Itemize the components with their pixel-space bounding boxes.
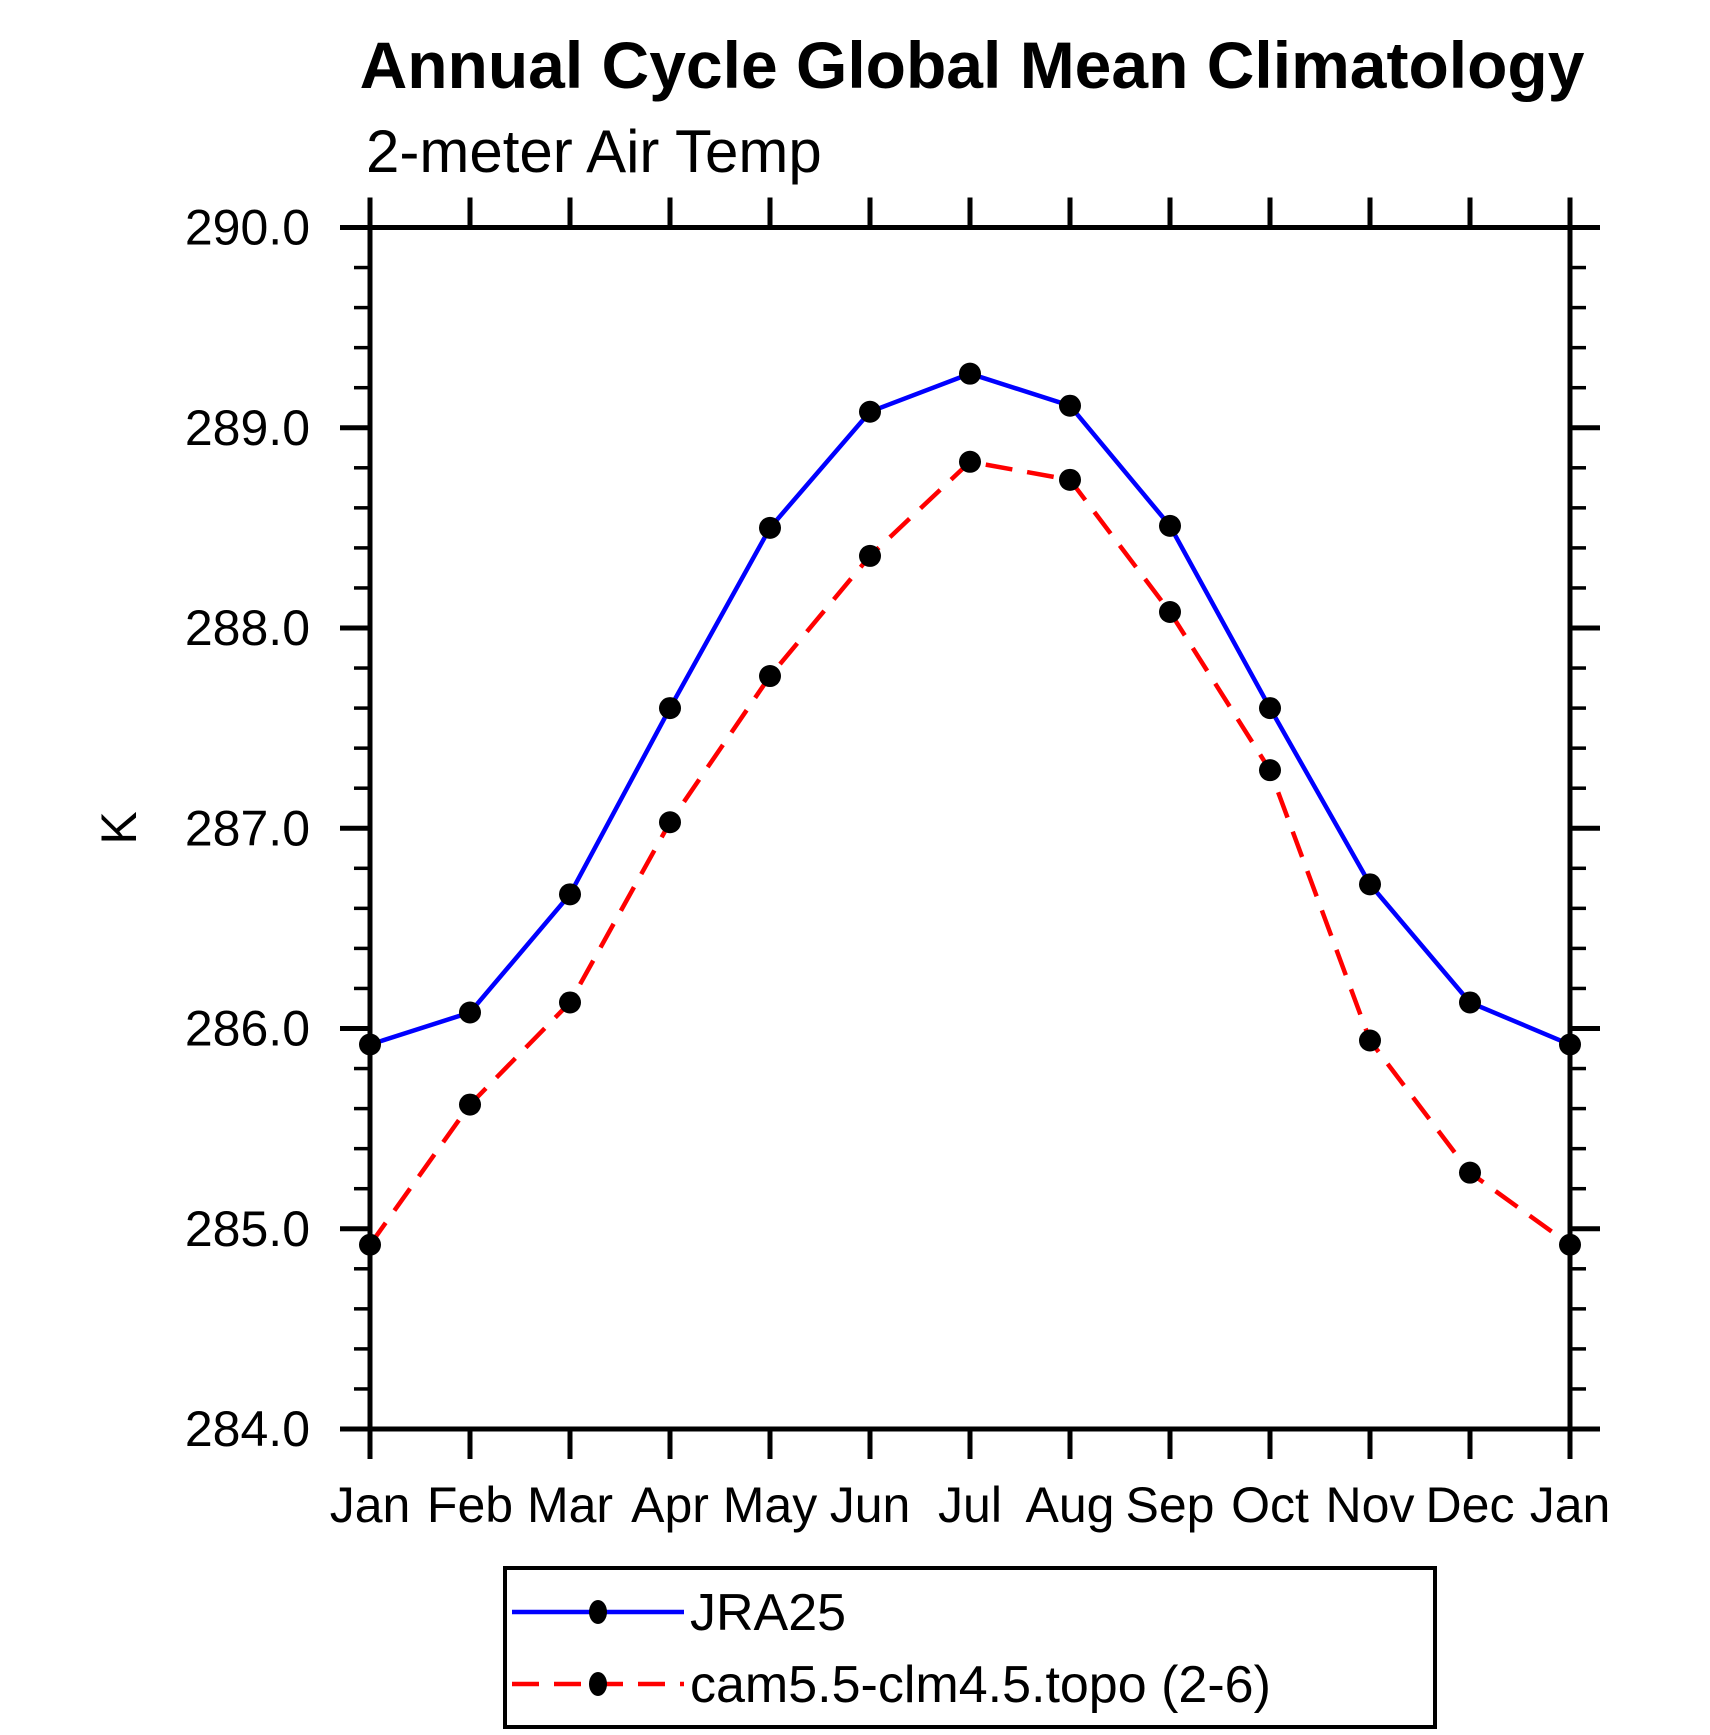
- x-tick-label: Jan: [1530, 1477, 1611, 1533]
- x-tick-label: May: [723, 1477, 817, 1533]
- data-point-marker: [1359, 1029, 1381, 1052]
- data-point-marker: [759, 516, 781, 539]
- data-point-marker: [1059, 468, 1081, 491]
- y-tick-label: 289.0: [185, 400, 310, 456]
- data-point-marker: [1059, 394, 1081, 417]
- data-point-marker: [659, 811, 681, 834]
- series-line-jra25: [369, 371, 1571, 1047]
- data-point-marker: [1259, 759, 1281, 782]
- data-point-marker: [959, 362, 981, 385]
- legend-box: [503, 1566, 1437, 1729]
- x-tick-label: Feb: [427, 1477, 513, 1533]
- x-tick-label: Dec: [1426, 1477, 1515, 1533]
- legend-marker-dot: [589, 1672, 607, 1696]
- y-axis-title: K: [91, 811, 147, 844]
- y-tick-label: 285.0: [185, 1201, 310, 1257]
- data-point-marker: [459, 1093, 481, 1116]
- y-tick-labels: 290.0 289.0 288.0 287.0 286.0 285.0 284.0: [185, 200, 310, 1458]
- data-point-marker: [1459, 991, 1481, 1014]
- y-tick-label: 287.0: [185, 800, 310, 856]
- data-point-marker: [1359, 873, 1381, 896]
- chart-subtitle: 2-meter Air Temp: [366, 118, 822, 185]
- x-tick-label: Nov: [1326, 1477, 1415, 1533]
- x-tick-label: Aug: [1026, 1477, 1115, 1533]
- data-point-marker: [859, 400, 881, 423]
- y-tick-label: 288.0: [185, 600, 310, 656]
- axis-ticks: [340, 197, 1600, 1459]
- y-tick-label: 284.0: [185, 1401, 310, 1457]
- y-tick-label: 290.0: [185, 200, 310, 256]
- data-point-marker: [859, 544, 881, 567]
- data-point-marker: [959, 450, 981, 473]
- x-tick-label: Apr: [631, 1477, 709, 1533]
- series-line-cam: [368, 459, 1572, 1247]
- data-point-marker: [359, 1233, 381, 1256]
- data-point-marker: [559, 883, 581, 906]
- x-tick-label: Jun: [830, 1477, 911, 1533]
- data-point-marker: [1459, 1161, 1481, 1184]
- series-layer: [359, 362, 1581, 1256]
- data-point-marker: [1559, 1233, 1581, 1256]
- data-point-marker: [1159, 514, 1181, 537]
- plot-frame: [367, 225, 1573, 1432]
- data-point-marker: [759, 665, 781, 688]
- x-tick-label: Jan: [330, 1477, 411, 1533]
- chart-title: Annual Cycle Global Mean Climatology: [360, 28, 1585, 102]
- legend-label: cam5.5-clm4.5.topo (2-6): [690, 1656, 1271, 1714]
- x-tick-labels: Jan Feb Mar Apr May Jun Jul Aug Sep Oct Nov Dec Jan: [330, 1477, 1611, 1533]
- x-tick-label: Oct: [1231, 1477, 1309, 1533]
- data-point-marker: [1159, 600, 1181, 623]
- data-point-marker: [659, 697, 681, 720]
- x-tick-label: Jul: [938, 1477, 1002, 1533]
- data-point-marker: [1259, 697, 1281, 720]
- legend-marker-dot: [589, 1600, 607, 1624]
- data-point-marker: [559, 991, 581, 1014]
- data-point-marker: [359, 1033, 381, 1056]
- x-tick-label: Sep: [1126, 1477, 1215, 1533]
- x-tick-label: Mar: [527, 1477, 613, 1533]
- data-point-marker: [459, 1001, 481, 1024]
- y-tick-label: 286.0: [185, 1001, 310, 1057]
- legend: JRA25 cam5.5-clm4.5.topo (2-6): [503, 1566, 1437, 1729]
- legend-label: JRA25: [690, 1584, 846, 1642]
- data-point-marker: [1559, 1033, 1581, 1056]
